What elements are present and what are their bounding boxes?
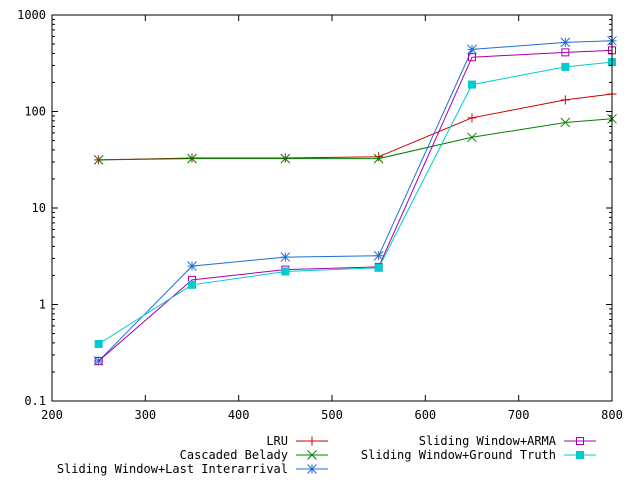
y-tick-label: 0.1 (24, 394, 46, 408)
data-point-marker (560, 95, 570, 105)
legend-entry-3: Sliding Window+Last Interarrival (57, 462, 328, 476)
data-point-marker (280, 252, 291, 262)
legend-label: Sliding Window+Last Interarrival (57, 462, 288, 476)
data-point-marker (187, 261, 197, 271)
data-point-marker (468, 53, 476, 62)
data-point-marker (467, 113, 477, 123)
data-point-marker (94, 339, 103, 348)
data-point-marker (307, 464, 317, 474)
legend-label: Sliding Window+Ground Truth (361, 448, 556, 462)
x-tick-label: 300 (134, 408, 156, 422)
x-tick-label: 800 (601, 408, 623, 422)
x-tick-label: 700 (508, 408, 530, 422)
data-point-marker (187, 153, 197, 164)
data-point-marker (560, 37, 571, 48)
data-point-marker (374, 152, 384, 162)
legend-entry-4: Sliding Window+ARMA (419, 434, 596, 448)
data-point-marker (561, 48, 570, 57)
y-tick-label: 1000 (17, 8, 46, 22)
x-tick-label: 600 (414, 408, 436, 422)
y-tick-label: 1 (39, 298, 46, 312)
data-point-marker (93, 155, 104, 165)
data-point-marker (374, 263, 383, 272)
data-point-marker (561, 62, 570, 71)
data-point-marker (467, 44, 477, 55)
data-point-marker (307, 436, 317, 446)
x-tick-label: 500 (321, 408, 343, 422)
series-layer (93, 35, 617, 366)
legend-label: Cascaded Belady (180, 448, 288, 462)
data-point-marker (188, 280, 196, 289)
series-2 (93, 113, 617, 165)
x-tick-label: 200 (41, 408, 63, 422)
data-point-marker (576, 451, 584, 459)
legend-label: Sliding Window+ARMA (419, 434, 557, 448)
plot-frame (51, 14, 613, 402)
data-point-marker (94, 356, 103, 365)
data-point-marker (373, 250, 384, 261)
legend-entry-5: Sliding Window+Ground Truth (361, 448, 596, 462)
data-point-marker (280, 153, 291, 164)
y-tick-label: 10 (32, 201, 46, 215)
legend-entry-2: Cascaded Belady (180, 448, 328, 462)
y-tick-label: 100 (24, 105, 46, 119)
data-point-marker (468, 80, 476, 89)
x-tick-label: 400 (228, 408, 250, 422)
data-point-marker (281, 267, 290, 276)
data-point-marker (576, 437, 584, 445)
data-point-marker (560, 117, 571, 128)
data-point-marker (307, 450, 317, 460)
legend-label: LRU (266, 434, 288, 448)
legend-entry-1: LRU (266, 434, 328, 448)
data-point-marker (467, 132, 477, 143)
data-point-marker (373, 153, 384, 164)
